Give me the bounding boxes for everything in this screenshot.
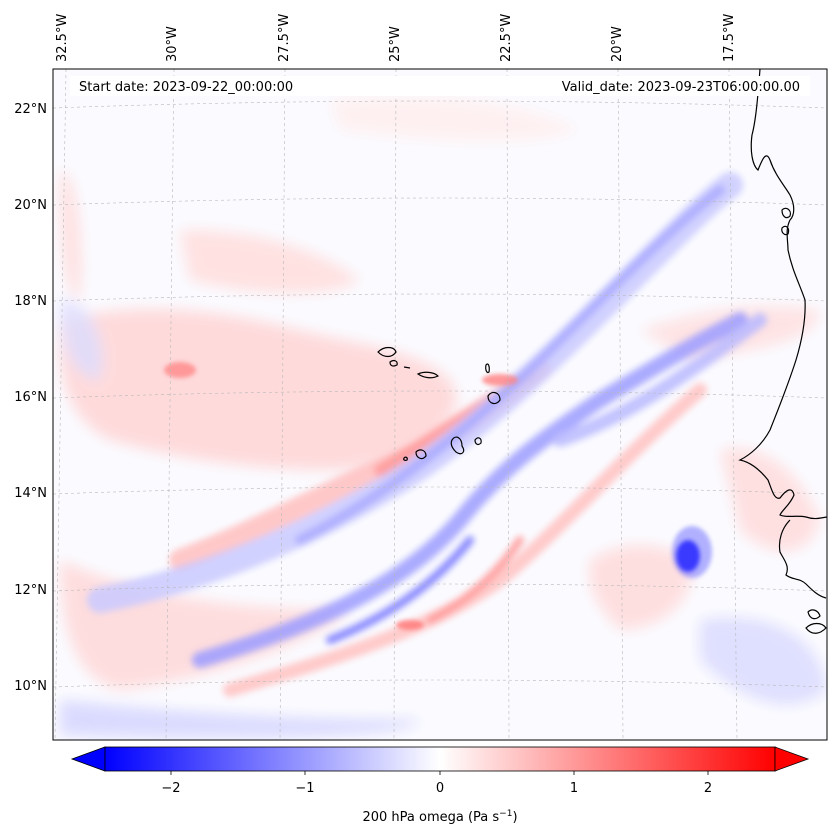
valid-date-label: Valid_date: 2023-09-23T06:00:00.00 <box>562 80 800 95</box>
colorbar: −2 −1 0 1 2 200 hPa omega (Pa s−1) <box>70 746 810 825</box>
colorbar-min-extend <box>70 746 106 772</box>
start-date-label: Start date: 2023-09-22_00:00:00 <box>79 80 293 95</box>
colorbar-tick: −2 <box>161 781 180 796</box>
lon-label-20w: 20°W <box>610 26 625 62</box>
colorbar-gradient <box>104 746 776 772</box>
map-frame <box>52 68 828 741</box>
omega-bands <box>87 172 767 697</box>
lon-label-25w: 25°W <box>388 26 403 62</box>
colorbar-tick: 1 <box>570 781 578 796</box>
lon-label-32-5w: 32.5°W <box>55 14 70 62</box>
date-banner <box>70 76 810 96</box>
colorbar-label: 200 hPa omega (Pa s−1) <box>362 809 517 825</box>
cape-verde-islands <box>377 346 397 358</box>
colorbar-tick: −1 <box>295 781 314 796</box>
colorbar-tick: 2 <box>704 781 712 796</box>
lat-label-10n: 10°N <box>14 679 47 694</box>
latitude-labels: 22°N 20°N 18°N 16°N 14°N 12°N 10°N <box>14 102 47 694</box>
map-panel <box>53 69 827 740</box>
omega-cores <box>164 362 712 630</box>
colorbar-tick: 0 <box>436 781 444 796</box>
lon-label-30w: 30°W <box>165 26 180 62</box>
africa-coastline <box>738 69 827 520</box>
lat-label-14n: 14°N <box>14 486 47 501</box>
lat-label-16n: 16°N <box>14 390 47 405</box>
lat-label-12n: 12°N <box>14 583 47 598</box>
colorbar-max-extend <box>774 746 810 772</box>
lon-label-17-5w: 17.5°W <box>722 14 737 62</box>
lon-label-27-5w: 27.5°W <box>277 14 292 62</box>
lat-label-20n: 20°N <box>14 198 47 213</box>
lon-label-22-5w: 22.5°W <box>499 14 514 62</box>
lat-label-18n: 18°N <box>14 294 47 309</box>
lat-label-22n: 22°N <box>14 102 47 117</box>
graticule <box>53 69 827 740</box>
coastlines <box>377 69 827 634</box>
longitude-labels: 32.5°W 30°W 27.5°W 25°W 22.5°W 20°W 17.5… <box>55 14 737 62</box>
